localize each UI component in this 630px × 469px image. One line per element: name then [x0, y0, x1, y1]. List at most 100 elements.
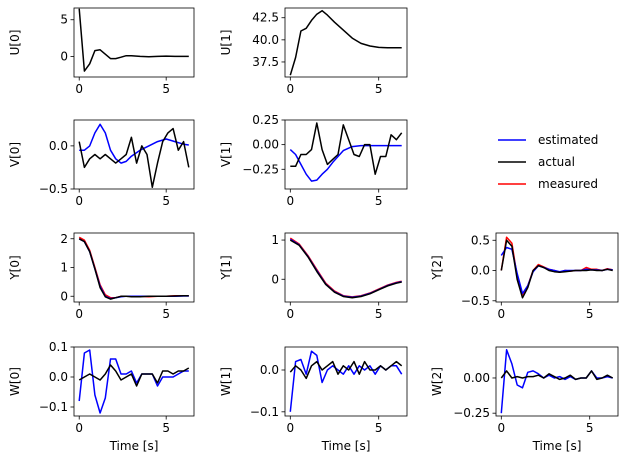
series-line-y2-2	[500, 239, 613, 299]
y-tick-label: 0	[60, 289, 68, 303]
x-tick-label: 0	[75, 421, 83, 435]
subplot-y0: 0 5 0 1 2 Y[0]	[8, 232, 195, 321]
x-tick-label: 5	[162, 421, 170, 435]
legend-label-measured: measured	[538, 177, 598, 191]
y-tick-label: 0	[60, 49, 68, 63]
y-axis-label: Y[0]	[8, 255, 22, 280]
series-line-w2-1	[500, 370, 614, 381]
series-line-w1-1	[289, 360, 403, 380]
axes-frame	[73, 346, 195, 417]
y-tick-label: −0.5	[39, 182, 68, 196]
y-tick-label: 0.5	[471, 233, 490, 247]
y-tick-label: 2	[60, 232, 68, 246]
y-axis-label: U[1]	[219, 30, 233, 56]
series-line-y0-2	[78, 238, 189, 300]
series-line-y1-1	[289, 238, 402, 299]
x-axis-label: Time [s]	[321, 439, 371, 453]
subplot-y2: 0 5 −0.5 0.0 0.5 Y[2]	[430, 232, 619, 321]
series-line-w0-1	[78, 364, 190, 387]
x-tick-label: 0	[75, 307, 83, 321]
axes-frame	[284, 346, 408, 417]
y-tick-label: 1	[60, 261, 68, 275]
axes-frame	[284, 119, 408, 190]
subplot-w2: 0 5 −0.25 0.00 W[2] Time [s]	[430, 346, 619, 453]
y-tick-label: −0.5	[461, 294, 490, 308]
x-tick-label: 5	[586, 307, 594, 321]
y-tick-label: 0.0	[49, 370, 68, 384]
x-tick-label: 5	[375, 421, 383, 435]
series-line-v0-0	[79, 123, 189, 164]
axes-frame	[495, 346, 619, 417]
y-tick-label: 42.5	[252, 11, 279, 25]
y-tick-label: 0.25	[252, 113, 279, 127]
x-tick-label: 5	[162, 194, 170, 208]
y-tick-label: 0	[271, 272, 279, 286]
y-axis-label: Y[2]	[430, 255, 444, 280]
series-line-y1-2	[289, 239, 402, 299]
y-tick-label: 5	[60, 13, 68, 27]
x-tick-label: 0	[286, 421, 294, 435]
x-tick-label: 0	[75, 82, 83, 96]
subplot-u1: 0 5 37.5 40.0 42.5 U[1]	[219, 7, 408, 96]
y-tick-label: 40.0	[252, 33, 279, 47]
x-tick-label: 0	[286, 194, 294, 208]
x-tick-label: 0	[497, 307, 505, 321]
y-tick-label: 0.0	[260, 363, 279, 377]
y-axis-label: W[0]	[8, 367, 22, 396]
legend-label-estimated: estimated	[538, 133, 598, 147]
series-line-v1-0	[289, 144, 402, 182]
axes-frame	[73, 232, 195, 303]
series-line-u0-0	[78, 8, 189, 72]
y-tick-label: 0.0	[49, 139, 68, 153]
y-axis-label: W[1]	[219, 367, 233, 396]
legend-label-actual: actual	[538, 155, 575, 169]
subplot-u0: 0 5 0 5 U[0]	[8, 7, 195, 96]
subplot-v0: 0 5 −0.5 0.0 V[0]	[8, 119, 195, 208]
axes-frame	[73, 7, 195, 78]
x-tick-label: 5	[375, 307, 383, 321]
x-tick-label: 5	[162, 82, 170, 96]
series-line-w2-0	[500, 349, 613, 414]
y-tick-label: −0.1	[39, 400, 68, 414]
y-axis-label: V[0]	[8, 142, 22, 167]
axes-frame	[73, 119, 195, 190]
y-tick-label: 0.00	[252, 138, 279, 152]
x-tick-label: 5	[375, 82, 383, 96]
y-tick-label: 0.00	[463, 371, 490, 385]
series-line-w1-0	[289, 350, 403, 412]
axes-frame	[495, 232, 619, 303]
x-axis-label: Time [s]	[109, 439, 159, 453]
y-tick-label: 0.0	[471, 264, 490, 278]
legend: estimated actual measured	[498, 133, 598, 191]
x-tick-label: 0	[497, 421, 505, 435]
subplot-v1: 0 5 −0.25 0.00 0.25 V[1]	[219, 113, 408, 208]
y-axis-label: V[1]	[219, 142, 233, 167]
y-axis-label: W[2]	[430, 367, 444, 396]
series-line-w0-0	[78, 349, 189, 414]
y-tick-label: −0.25	[453, 406, 490, 420]
x-tick-label: 5	[586, 421, 594, 435]
series-line-v0-1	[78, 127, 190, 189]
y-tick-label: 37.5	[252, 55, 279, 69]
y-tick-label: 0.1	[49, 340, 68, 354]
y-tick-label: −0.25	[242, 162, 279, 176]
subplot-w1: 0 5 −0.1 0.0 W[1] Time [s]	[219, 346, 408, 453]
x-tick-label: 0	[286, 307, 294, 321]
x-tick-label: 0	[75, 194, 83, 208]
y-tick-label: 1	[271, 233, 279, 247]
series-line-v1-1	[290, 122, 403, 175]
series-line-y0-0	[78, 236, 189, 299]
series-line-y1-0	[289, 237, 402, 298]
y-tick-label: −0.1	[250, 405, 279, 419]
x-axis-label: Time [s]	[532, 439, 582, 453]
series-line-y2-0	[500, 236, 613, 296]
y-axis-label: Y[1]	[219, 255, 233, 280]
subplot-y1: 0 5 0 1 Y[1]	[219, 232, 408, 321]
x-tick-label: 5	[162, 307, 170, 321]
y-axis-label: U[0]	[8, 30, 22, 56]
series-line-u1-0	[289, 9, 402, 76]
axes-frame	[284, 232, 408, 303]
x-tick-label: 5	[375, 194, 383, 208]
